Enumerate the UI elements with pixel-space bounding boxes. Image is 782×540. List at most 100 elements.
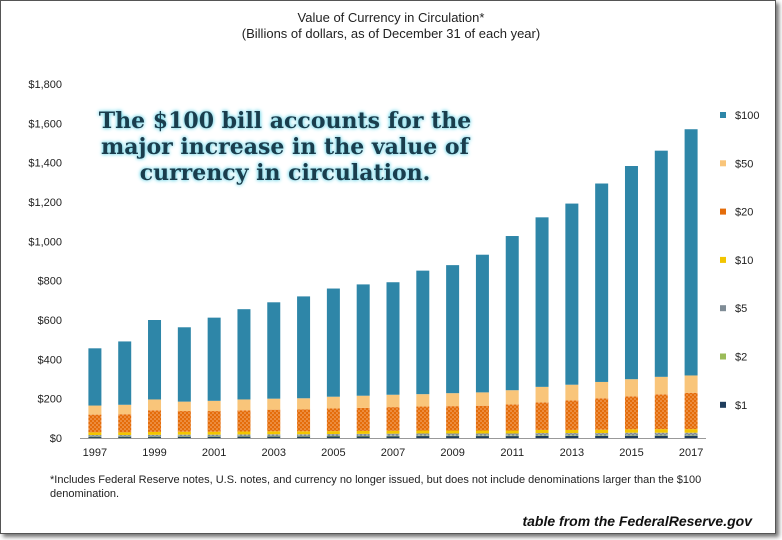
x-tick-label: 2015 [619, 447, 643, 459]
legend-swatch-20 [720, 208, 726, 215]
bar-segment-2-2014 [595, 435, 609, 436]
bar-segment-1-1997 [88, 436, 102, 438]
bar-segment-2-2015 [624, 435, 638, 436]
bar-segment-5-1997 [88, 435, 102, 437]
legend: $100 $50 $20 $10 $5 $2 $1 [720, 110, 759, 412]
legend-label-5: $5 [735, 303, 747, 315]
bar-segment-1-2008 [416, 436, 430, 438]
bar-segment-5-2017 [684, 432, 698, 436]
bar-segment-1-2007 [386, 436, 400, 438]
bar-segment-20-2004 [297, 409, 311, 432]
y-tick-label: $1,400 [28, 158, 62, 170]
bar-segment-50-2010 [475, 392, 489, 406]
bar-segment-50-2002 [237, 399, 251, 411]
bar-segment-50-2000 [177, 401, 191, 412]
bar-segment-2-2016 [654, 435, 668, 436]
bar-segment-10-2010 [475, 430, 489, 434]
bar-segment-10-2014 [595, 429, 609, 434]
x-tick-label: 1997 [83, 447, 107, 459]
y-tick-label: $200 [38, 394, 62, 406]
bar-segment-10-1999 [148, 431, 162, 435]
y-tick-label: $400 [38, 354, 62, 366]
bar-segment-100-2014 [595, 183, 609, 382]
bar-segment-100-2012 [535, 217, 549, 387]
bar-segment-1-1999 [148, 436, 162, 438]
bar-segment-2-2010 [475, 435, 489, 437]
bar-segment-50-2007 [386, 394, 400, 408]
bar-segment-100-2008 [416, 270, 430, 395]
bars [88, 129, 698, 438]
bar-segment-1-2006 [356, 436, 370, 438]
bar-segment-100-2011 [505, 236, 519, 391]
bar-segment-20-2008 [416, 406, 430, 431]
legend-swatch-100 [720, 112, 726, 118]
bar-segment-1-2014 [595, 435, 609, 438]
bar-segment-5-1999 [148, 434, 162, 437]
bar-segment-10-2009 [446, 430, 460, 434]
legend-swatch-50 [720, 160, 726, 167]
bar-segment-2-2005 [326, 436, 340, 437]
bar-segment-10-2003 [267, 431, 281, 435]
bar-segment-20-2001 [207, 411, 221, 432]
legend-swatch-1 [720, 401, 726, 408]
bar-segment-20-2000 [177, 411, 191, 432]
bar-segment-5-2009 [446, 433, 460, 436]
bar-segment-1-2003 [267, 436, 281, 438]
bar-segment-5-2004 [297, 434, 311, 437]
bar-segment-2-2017 [684, 435, 698, 436]
bar-segment-100-2000 [177, 327, 191, 402]
bar-segment-10-1998 [118, 432, 132, 436]
bar-segment-2-2003 [267, 436, 281, 437]
bar-segment-10-2005 [326, 431, 340, 435]
bar-segment-1-2011 [505, 436, 519, 438]
bar-segment-50-2012 [535, 386, 549, 403]
x-tick-label: 2011 [500, 447, 524, 459]
bar-segment-2-1998 [118, 436, 132, 438]
x-tick-label: 2009 [440, 447, 464, 459]
legend-label-100: $100 [735, 110, 759, 122]
y-tick-label: $0 [50, 433, 62, 445]
bar-segment-100-2001 [207, 317, 221, 401]
footnote: *Includes Federal Reserve notes, U.S. no… [50, 474, 702, 500]
bar-segment-1-1998 [118, 436, 132, 438]
bar-segment-2-2004 [297, 436, 311, 437]
bar-segment-1-2009 [446, 436, 460, 438]
bar-segment-50-2003 [267, 398, 281, 410]
bar-segment-10-2015 [624, 429, 638, 433]
bar-segment-50-1997 [88, 405, 102, 415]
bar-segment-100-2002 [237, 309, 251, 400]
y-tick-label: $1,600 [28, 118, 62, 130]
bar-segment-2-2009 [446, 435, 460, 437]
bar-segment-20-2017 [684, 392, 698, 430]
x-tick-label: 2013 [560, 447, 584, 459]
bar-segment-50-2014 [595, 381, 609, 399]
bar-segment-2-2002 [237, 436, 251, 437]
chart-title: Value of Currency in Circulation* [297, 10, 485, 25]
bar-segment-10-2016 [654, 429, 668, 433]
bar-segment-1-2005 [326, 436, 340, 438]
bar-segment-100-2009 [446, 265, 460, 394]
bar-segment-10-2002 [237, 431, 251, 435]
bar-segment-10-2013 [565, 429, 579, 434]
bar-segment-50-1998 [118, 404, 132, 415]
bar-segment-2-2007 [386, 435, 400, 437]
bar-segment-10-2006 [356, 430, 370, 434]
bar-segment-10-2011 [505, 430, 519, 434]
bar-segment-2-2013 [565, 435, 579, 436]
bar-segment-1-2016 [654, 435, 668, 438]
bar-segment-20-1997 [88, 414, 102, 433]
bar-segment-20-2012 [535, 402, 549, 430]
bar-segment-5-2005 [326, 434, 340, 437]
bar-segment-10-2004 [297, 431, 311, 435]
chart-subtitle: (Billions of dollars, as of December 31 … [241, 26, 541, 41]
bar-segment-100-1998 [118, 341, 132, 405]
bar-segment-20-2002 [237, 410, 251, 432]
bar-segment-50-2006 [356, 395, 370, 408]
bar-segment-50-2016 [654, 376, 668, 395]
bar-segment-50-2009 [446, 393, 460, 407]
bar-segment-2-2012 [535, 435, 549, 436]
bar-segment-10-2000 [177, 431, 191, 435]
y-tick-label: $1,000 [28, 236, 62, 248]
bar-segment-20-2005 [326, 408, 340, 432]
